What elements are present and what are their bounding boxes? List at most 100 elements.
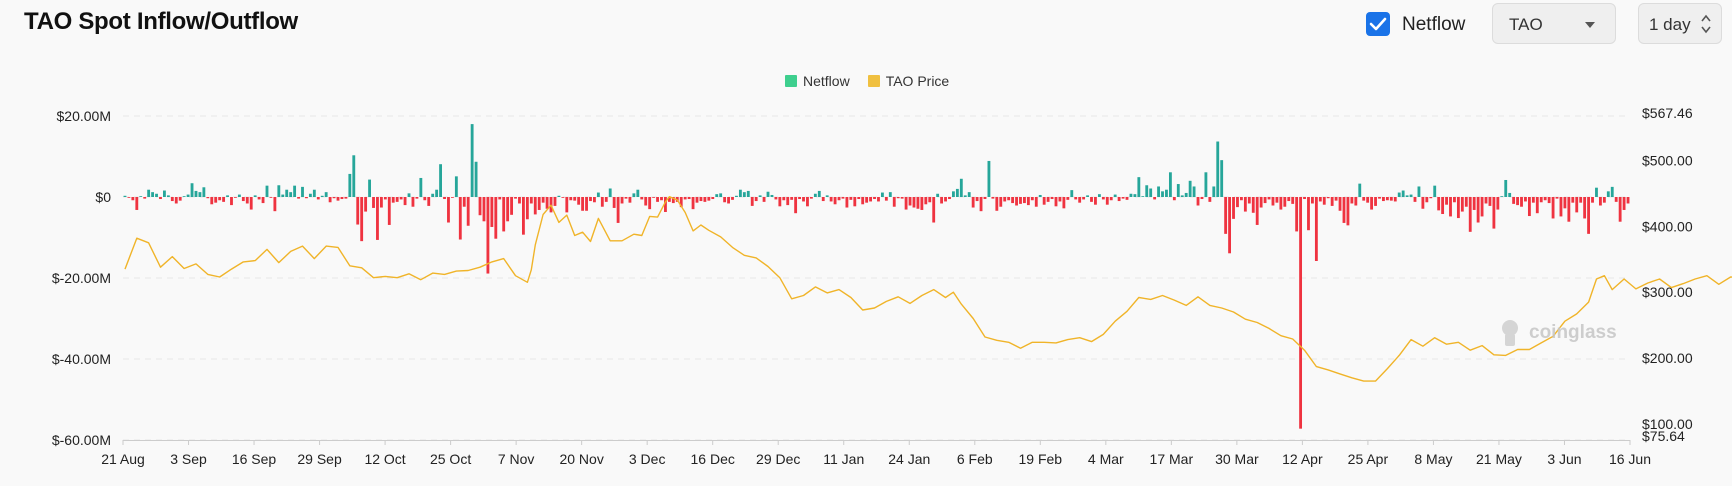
netflow-bar — [995, 197, 999, 211]
netflow-checkbox[interactable] — [1366, 12, 1390, 36]
price-line — [124, 196, 1732, 382]
netflow-bar — [794, 197, 798, 214]
netflow-bar — [762, 197, 766, 202]
netflow-bar — [1598, 197, 1602, 206]
netflow-bar — [991, 197, 995, 199]
netflow-bar — [320, 195, 324, 197]
netflow-bar — [1192, 186, 1196, 197]
x-tick-label: 29 Sep — [297, 451, 342, 467]
netflow-bar — [778, 197, 782, 207]
page-title: TAO Spot Inflow/Outflow — [24, 8, 298, 35]
netflow-bar — [348, 173, 352, 197]
netflow-bar — [1480, 197, 1484, 217]
netflow-bar — [1456, 197, 1460, 219]
interval-select[interactable]: 1 day — [1638, 3, 1722, 44]
netflow-bar — [1445, 197, 1448, 205]
netflow-bar — [1082, 197, 1086, 200]
netflow-bar — [277, 185, 281, 197]
netflow-bar — [297, 197, 300, 199]
netflow-bar — [1058, 197, 1062, 202]
netflow-bar — [1334, 197, 1338, 201]
netflow-bar — [873, 197, 876, 200]
x-tick-label: 24 Jan — [888, 451, 930, 467]
netflow-bar — [502, 197, 506, 232]
netflow-bar — [174, 197, 178, 204]
netflow-bar — [490, 197, 494, 227]
netflow-bar — [545, 197, 549, 209]
netflow-bar — [139, 196, 143, 197]
netflow-bar — [656, 197, 659, 202]
netflow-bar — [1291, 197, 1295, 204]
netflow-bar — [182, 196, 186, 197]
netflow-bar — [1429, 197, 1433, 199]
legend-item-price[interactable]: TAO Price — [867, 73, 949, 89]
netflow-bar — [644, 197, 648, 206]
netflow-bar — [407, 193, 411, 197]
netflow-bar — [1453, 197, 1456, 203]
netflow-bar — [269, 197, 273, 198]
netflow-bar — [273, 197, 277, 212]
netflow-bar — [166, 195, 170, 197]
y-left-tick-label: $-40.00M — [52, 351, 111, 367]
netflow-bar — [253, 195, 257, 197]
netflow-bar — [1350, 197, 1354, 204]
netflow-bar — [561, 197, 565, 198]
x-tick-label: 3 Sep — [170, 451, 207, 467]
symbol-select[interactable]: TAO — [1492, 3, 1616, 44]
netflow-bar — [537, 197, 541, 210]
netflow-bar — [904, 197, 908, 210]
netflow-bar — [159, 197, 162, 200]
netflow-bar — [1575, 197, 1579, 213]
netflow-bar — [1311, 197, 1314, 204]
netflow-bar — [1220, 160, 1224, 197]
netflow-bar — [1030, 197, 1034, 201]
netflow-bar — [194, 190, 198, 197]
netflow-bar — [364, 197, 368, 212]
netflow-bar — [245, 197, 249, 204]
netflow-bar — [466, 197, 470, 226]
netflow-bar — [1314, 197, 1318, 261]
netflow-bar — [774, 197, 778, 200]
y-left-tick-label: $20.00M — [57, 108, 111, 124]
netflow-bar — [735, 195, 738, 197]
netflow-bar — [427, 197, 431, 206]
legend-item-netflow[interactable]: Netflow — [785, 73, 850, 89]
netflow-bar — [1547, 197, 1551, 204]
netflow-bar — [707, 197, 711, 201]
netflow-bar — [857, 197, 861, 200]
netflow-bar — [352, 155, 356, 197]
netflow-bar — [1555, 197, 1559, 199]
netflow-bar — [1070, 190, 1074, 197]
netflow-bar — [581, 197, 585, 211]
netflow-bar — [1626, 197, 1630, 204]
netflow-bar — [742, 192, 746, 197]
netflow-bar — [222, 197, 226, 202]
netflow-bar — [332, 197, 336, 199]
netflow-bar — [1184, 192, 1188, 197]
symbol-select-value: TAO — [1509, 15, 1543, 34]
netflow-bar — [1109, 197, 1113, 201]
netflow-bar — [1401, 190, 1405, 197]
netflow-bar — [719, 193, 723, 197]
netflow-bar — [1255, 197, 1259, 225]
netflow-bar — [1038, 194, 1042, 197]
netflow-bar — [458, 197, 462, 240]
netflow-bar — [344, 197, 348, 199]
netflow-bar — [1232, 197, 1235, 219]
netflow-checkbox-label[interactable]: Netflow — [1402, 14, 1466, 35]
netflow-bar — [163, 190, 166, 197]
netflow-bar — [533, 197, 537, 215]
netflow-bar — [1074, 197, 1078, 200]
netflow-bar — [336, 197, 340, 201]
netflow-bar — [147, 189, 151, 197]
netflow-bar — [1449, 197, 1452, 217]
netflow-bar — [210, 197, 214, 205]
netflow-bar — [190, 183, 194, 197]
netflow-bar — [987, 160, 991, 197]
netflow-bar — [1003, 197, 1007, 202]
netflow-bar — [952, 191, 955, 197]
netflow-bar — [892, 197, 896, 207]
y-right-tick-label: $500.00 — [1642, 152, 1693, 168]
y-left-tick-label: $0 — [95, 189, 111, 205]
